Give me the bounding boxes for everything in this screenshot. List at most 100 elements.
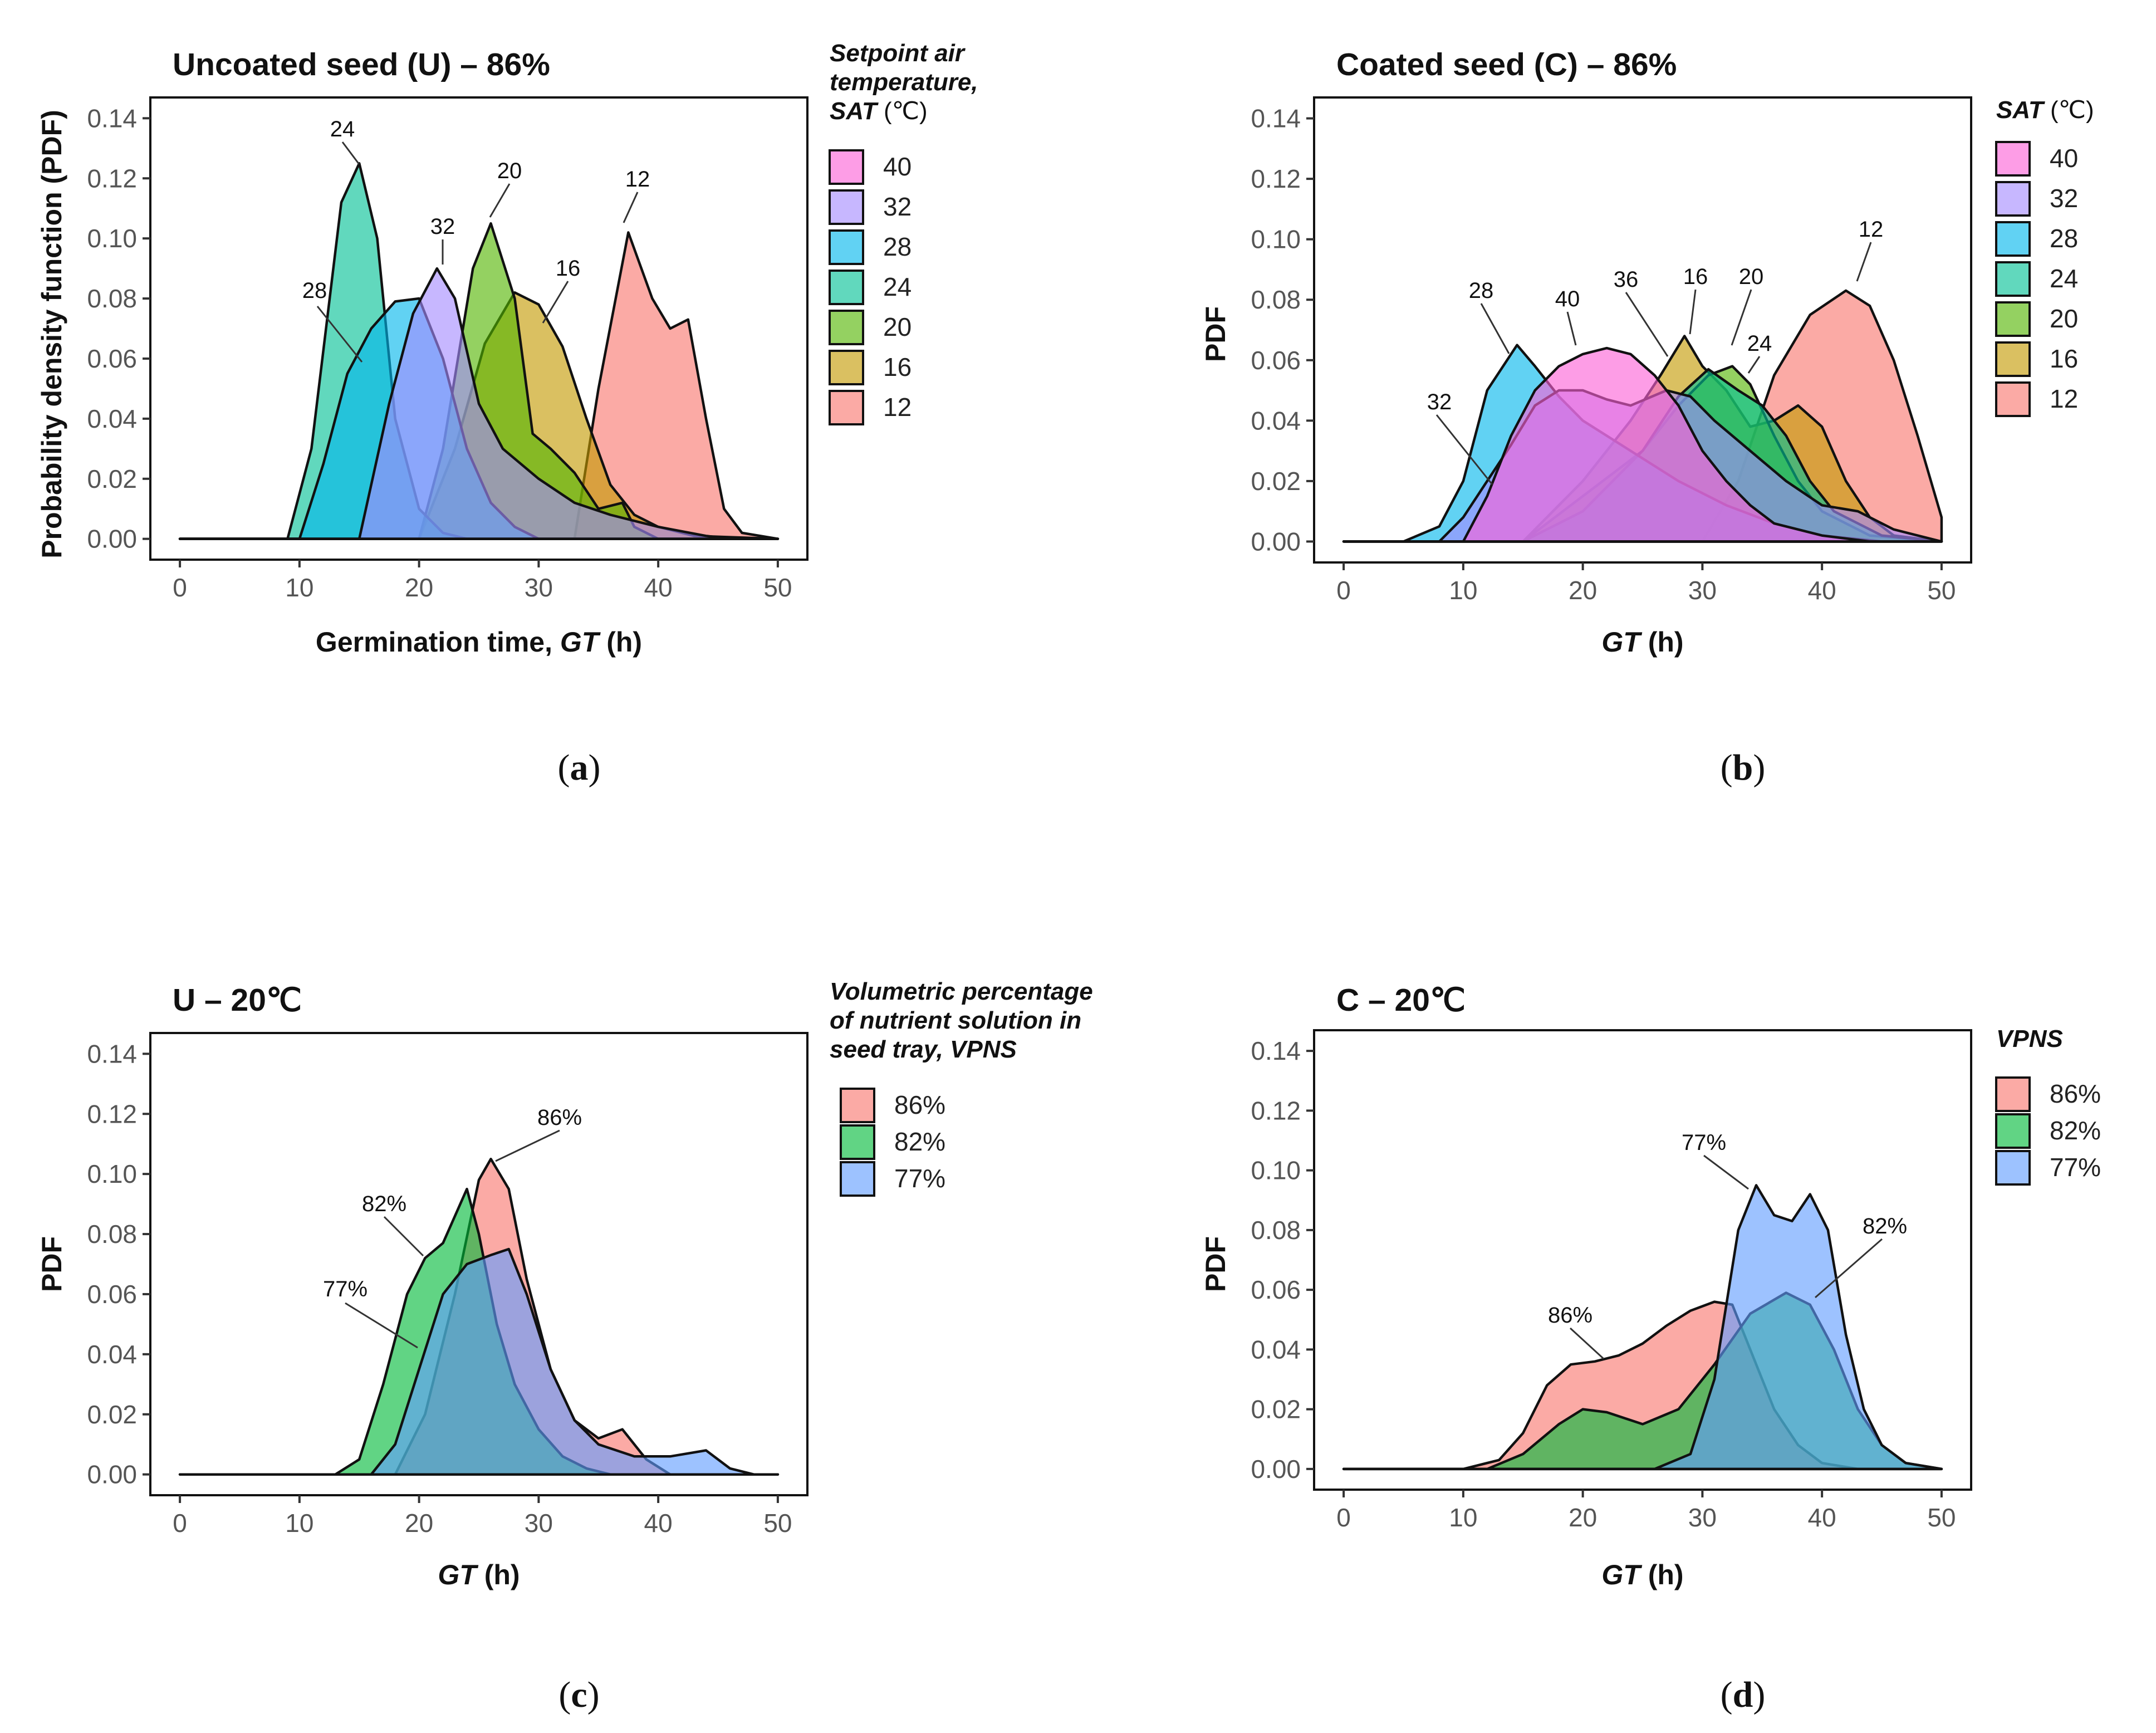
panel-b-ytick-label: 0.02 bbox=[1251, 467, 1301, 496]
panel-a-legend-label: 40 bbox=[883, 152, 912, 181]
panel-letter-a: (a) bbox=[558, 747, 601, 788]
panel-b-xtick-label: 20 bbox=[1569, 576, 1597, 605]
panel-b-legend-swatch bbox=[1995, 261, 2031, 297]
panel-c-xtick-label: 10 bbox=[285, 1509, 313, 1538]
panel-c-label-86: 86% bbox=[537, 1105, 582, 1130]
panel-a-label-28: 28 bbox=[302, 278, 327, 303]
panel-b-plot: 0.00 0.02 0.04 0.06 0.08 0.10 0.12 0.14 0 10 20 30 4… bbox=[1251, 96, 1972, 605]
panel-c-legend-items: 86% 82% 77% bbox=[840, 1088, 945, 1197]
panel-a-legend-swatch bbox=[829, 189, 864, 225]
panel-a-legend-label: 24 bbox=[883, 272, 912, 301]
panel-a-ytick-label: 0.02 bbox=[87, 464, 137, 493]
panel-a-xtick-label: 50 bbox=[763, 573, 792, 602]
panel-a-xtick-label: 10 bbox=[285, 573, 313, 602]
panel-c-legend-title-2: of nutrient solution in bbox=[830, 1007, 1081, 1034]
panel-a-legend-swatch bbox=[829, 270, 864, 305]
panel-d-plot: 0.00 0.02 0.04 0.06 0.08 0.10 0.12 0.14 0 10 20 30 4… bbox=[1251, 1029, 1972, 1532]
panel-d-xtick-label: 0 bbox=[1336, 1503, 1351, 1532]
panel-d-legend-swatch bbox=[1995, 1113, 2031, 1149]
panel-a-legend-swatch bbox=[829, 390, 864, 425]
panel-a-curve-labels: 24 32 20 16 12 28 bbox=[302, 117, 650, 363]
panel-b-legend-label: 24 bbox=[2050, 264, 2078, 293]
panel-d-curve-labels: 77% 82% 86% bbox=[1548, 1130, 1907, 1360]
panel-d-legend-swatch bbox=[1995, 1076, 2031, 1112]
panel-a-xtick-label: 0 bbox=[173, 573, 187, 602]
panel-b-ytick-label: 0.04 bbox=[1251, 406, 1301, 435]
panel-b-curve-labels: 28 40 36 16 20 24 12 32 bbox=[1427, 217, 1884, 485]
panel-b-legend-swatch bbox=[1995, 181, 2031, 217]
panel-c-ytick-label: 0.00 bbox=[87, 1460, 137, 1489]
panel-d-title: C – 20℃ bbox=[1336, 982, 1466, 1018]
panel-a-legend-swatch bbox=[829, 149, 864, 185]
panel-d-xtick-label: 20 bbox=[1569, 1503, 1597, 1532]
panel-b-legend-label: 16 bbox=[2050, 344, 2078, 373]
panel-c-xtick-label: 20 bbox=[405, 1509, 433, 1538]
panel-d-xlabel: GT (h) bbox=[1601, 1559, 1683, 1590]
panel-b-xtick-label: 10 bbox=[1449, 576, 1477, 605]
panel-b-legend-label: 40 bbox=[2050, 144, 2078, 173]
panel-b-label-20: 20 bbox=[1739, 265, 1764, 289]
panel-d-label-77: 77% bbox=[1682, 1130, 1726, 1155]
panel-c-ytick-label: 0.08 bbox=[87, 1220, 137, 1249]
panel-b-title: Coated seed (C) – 86% bbox=[1336, 47, 1677, 82]
panel-a-label-16: 16 bbox=[556, 256, 581, 281]
panel-a-legend-title-var: SAT bbox=[830, 97, 879, 125]
panel-c-xtick-label: 40 bbox=[644, 1509, 673, 1538]
panel-a-label-20: 20 bbox=[497, 159, 522, 183]
panel-c-xlabel-unit: (h) bbox=[477, 1559, 520, 1590]
panel-a-legend-title-unit: (℃) bbox=[877, 97, 928, 125]
panel-b: Coated seed (C) – 86% PDF GT (h) 0.000.0… bbox=[1200, 47, 2094, 658]
panel-a-xtick-label: 30 bbox=[525, 573, 553, 602]
panel-d-label-86: 86% bbox=[1548, 1303, 1592, 1328]
panel-a-xlabel: Germination time, GT (h) bbox=[316, 626, 642, 658]
panel-a-legend-label: 16 bbox=[883, 353, 912, 381]
panel-c-xlabel-var: GT bbox=[438, 1559, 479, 1590]
panel-a-xtick-label: 40 bbox=[644, 573, 673, 602]
panel-a-legend-swatch bbox=[829, 350, 864, 385]
panel-a-legend-label: 28 bbox=[883, 232, 912, 261]
panel-c-frame bbox=[149, 1032, 808, 1496]
panel-b-label-32: 32 bbox=[1427, 390, 1452, 414]
panel-d-ytick-label: 0.06 bbox=[1251, 1275, 1301, 1304]
panel-b-legend: SAT (℃) 40 32 28 24 20 16 12 bbox=[1995, 96, 2094, 417]
panel-a-xtick-label: 20 bbox=[405, 573, 433, 602]
panel-d-legend-items: 86% 82% 77% bbox=[1995, 1076, 2101, 1186]
panel-b-legend-label: 12 bbox=[2050, 384, 2078, 413]
panel-c-ylabel: PDF bbox=[36, 1236, 67, 1292]
panel-a-area-12 bbox=[178, 231, 780, 540]
panel-d-xlabel-var: GT bbox=[1601, 1559, 1643, 1590]
panel-a-legend-title-2: temperature, bbox=[830, 68, 978, 96]
panel-d-ytick-label: 0.04 bbox=[1251, 1335, 1301, 1364]
panel-a-ylabel: Probability density function (PDF) bbox=[36, 110, 67, 559]
panel-b-label-40: 40 bbox=[1555, 287, 1580, 311]
panel-letter-b: (b) bbox=[1721, 747, 1766, 788]
panel-a-frame bbox=[149, 96, 808, 561]
panel-c-legend-title-1: Volumetric percentage bbox=[830, 978, 1093, 1005]
panel-d-xtick-label: 40 bbox=[1808, 1503, 1836, 1532]
panel-b-legend-label: 20 bbox=[2050, 304, 2078, 333]
panel-c: U – 20℃ PDF GT (h) 0.000.020.040.060.080… bbox=[36, 978, 1093, 1590]
panel-c-legend-swatch bbox=[840, 1088, 875, 1123]
panel-d-xtick-label: 10 bbox=[1449, 1503, 1477, 1532]
panel-c-xtick-label: 0 bbox=[173, 1509, 187, 1538]
panel-b-ytick-label: 0.14 bbox=[1251, 104, 1301, 133]
panel-a-ytick-label: 0.14 bbox=[87, 104, 137, 133]
panel-d-xtick-label: 50 bbox=[1927, 1503, 1956, 1532]
panel-d-ytick-label: 0.02 bbox=[1251, 1395, 1301, 1424]
panel-a: Uncoated seed (U) – 86% Probability dens… bbox=[36, 40, 978, 658]
panel-c-ytick-label: 0.04 bbox=[87, 1340, 137, 1369]
panel-b-legend-title-unit: (℃) bbox=[2044, 96, 2094, 124]
panel-c-legend: Volumetric percentage of nutrient soluti… bbox=[830, 978, 1093, 1197]
panel-b-xtick-label: 50 bbox=[1927, 576, 1956, 605]
panel-c-legend-label: 77% bbox=[894, 1164, 945, 1193]
panel-a-legend-title-1: Setpoint air bbox=[830, 40, 966, 67]
panel-d-xtick-label: 30 bbox=[1688, 1503, 1717, 1532]
panel-d-ytick-label: 0.14 bbox=[1251, 1036, 1301, 1065]
panel-d-legend-label: 82% bbox=[2050, 1116, 2101, 1145]
panel-b-legend-swatch bbox=[1995, 341, 2031, 377]
panel-b-label-12: 12 bbox=[1859, 217, 1884, 242]
panel-b-ytick-label: 0.10 bbox=[1251, 225, 1301, 254]
panel-c-legend-label: 86% bbox=[894, 1090, 945, 1119]
panel-c-ytick-label: 0.12 bbox=[87, 1099, 137, 1128]
panel-b-xlabel-var: GT bbox=[1601, 626, 1643, 658]
